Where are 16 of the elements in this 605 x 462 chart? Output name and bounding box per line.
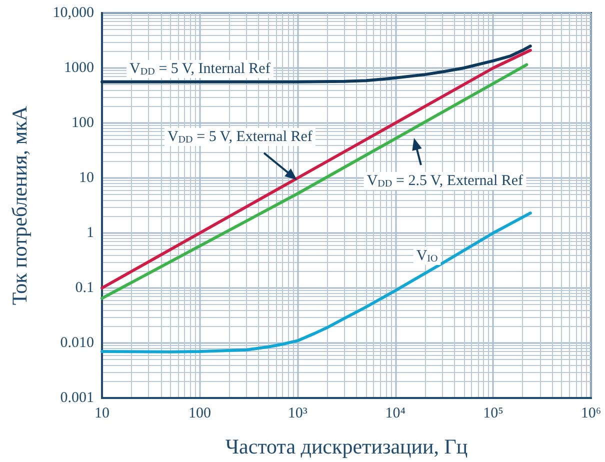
x-tick-label: 100	[188, 406, 212, 422]
y-tick-label: 1	[86, 225, 94, 241]
y-tick-label: 0.1	[75, 280, 94, 296]
x-axis-title: Частота дискретизации, Гц	[225, 434, 468, 458]
x-tick-label: 10⁶	[580, 406, 602, 422]
y-tick-label: 10,000	[52, 5, 94, 21]
x-tick-label: 10⁴	[385, 406, 406, 422]
x-tick-label: 10	[94, 406, 110, 422]
y-tick-label: 1000	[64, 60, 94, 76]
x-tick-label: 10³	[288, 406, 308, 422]
text: 0.001	[60, 390, 94, 406]
y-axis-title: Ток потребления, мкА	[8, 105, 32, 306]
x-tick-label: 10⁵	[483, 406, 504, 422]
y-tick-label: 0.010	[60, 335, 94, 351]
y-tick-label: 10	[79, 170, 94, 186]
y-tick-label: 100	[72, 115, 94, 131]
